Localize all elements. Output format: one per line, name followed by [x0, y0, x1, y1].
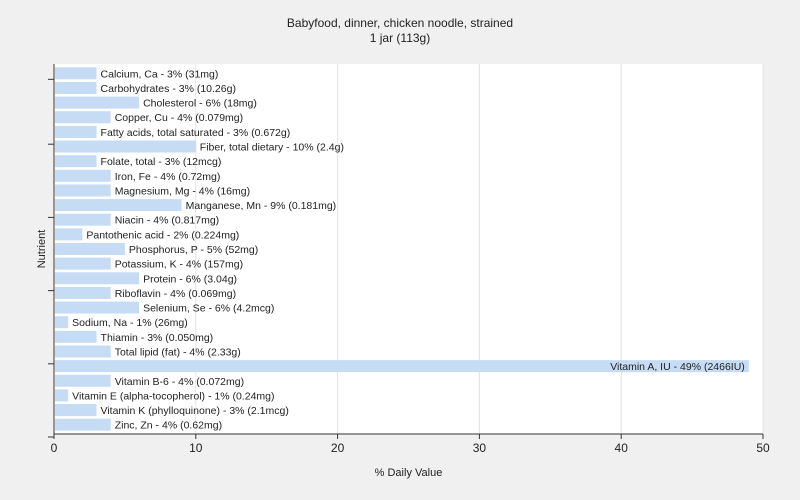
bar: [55, 316, 69, 329]
bar-label: Cholesterol - 6% (18mg): [143, 98, 257, 110]
bar: [55, 345, 111, 358]
bar-label: Sodium, Na - 1% (26mg): [72, 317, 188, 329]
bar: [55, 169, 111, 182]
bar: [55, 257, 111, 270]
bar-label: Fiber, total dietary - 10% (2.4g): [200, 142, 344, 154]
chart-title-block: Babyfood, dinner, chicken noodle, strain…: [0, 16, 800, 46]
bar: [55, 140, 196, 153]
bar-label: Manganese, Mn - 9% (0.181mg): [186, 200, 337, 212]
bar: [55, 184, 111, 197]
x-axis-label: % Daily Value: [375, 467, 443, 479]
bar: [55, 418, 111, 431]
bar: [55, 243, 125, 255]
x-tick-label: 10: [189, 441, 203, 455]
bar-label: Phosphorus, P - 5% (52mg): [129, 244, 258, 256]
bar-label: Copper, Cu - 4% (0.079mg): [115, 112, 243, 124]
bar: [55, 286, 111, 299]
chart-subtitle: 1 jar (113g): [369, 31, 431, 45]
bar-label: Vitamin A, IU - 49% (2466IU): [610, 361, 745, 373]
bar: [55, 213, 111, 226]
bar: [55, 301, 140, 314]
bar: [55, 96, 140, 109]
bar: [55, 330, 97, 343]
bar-label: Pantothenic acid - 2% (0.224mg): [86, 229, 239, 241]
bar: [55, 404, 97, 417]
bar-label: Selenium, Se - 6% (4.2mcg): [143, 303, 274, 315]
x-tick-label: 20: [331, 441, 345, 455]
bar-label: Carbohydrates - 3% (10.26g): [101, 83, 236, 95]
bar-label: Niacin - 4% (0.817mg): [115, 215, 219, 227]
bar-label: Vitamin B-6 - 4% (0.072mg): [115, 376, 244, 388]
bar: [55, 272, 140, 285]
bar-label: Calcium, Ca - 3% (31mg): [101, 68, 219, 80]
plot-area: [54, 64, 763, 434]
bar-label: Protein - 6% (3.04g): [143, 273, 237, 285]
bar-label: Fatty acids, total saturated - 3% (0.672…: [101, 127, 291, 139]
bar: [55, 199, 182, 212]
bar-label: Total lipid (fat) - 4% (2.33g): [115, 346, 241, 358]
x-tick-label: 30: [473, 441, 487, 455]
x-tick-label: 40: [615, 441, 629, 455]
bar: [55, 389, 69, 402]
bar-label: Potassium, K - 4% (157mg): [115, 259, 243, 271]
x-tick-label: 50: [756, 441, 770, 455]
bar-label: Thiamin - 3% (0.050mg): [101, 332, 214, 344]
bar: [55, 125, 97, 138]
bar: [55, 374, 111, 387]
chart-title: Babyfood, dinner, chicken noodle, strain…: [286, 16, 514, 30]
bar-label: Vitamin K (phylloquinone) - 3% (2.1mcg): [101, 405, 289, 417]
bar: [55, 228, 83, 241]
bar-label: Vitamin E (alpha-tocopherol) - 1% (0.24m…: [72, 390, 274, 402]
bar: [55, 81, 97, 94]
bar-label: Folate, total - 3% (12mcg): [101, 156, 222, 168]
y-axis-label: Nutrient: [36, 230, 48, 269]
x-tick-label: 0: [51, 441, 58, 455]
bar: [55, 111, 111, 124]
bar-label: Riboflavin - 4% (0.069mg): [115, 288, 236, 300]
bar-label: Zinc, Zn - 4% (0.62mg): [115, 420, 222, 432]
bar-label: Magnesium, Mg - 4% (16mg): [115, 185, 250, 197]
bar-label: Iron, Fe - 4% (0.72mg): [115, 171, 221, 183]
bar: [55, 67, 97, 80]
bar: [55, 360, 749, 373]
bar: [55, 155, 97, 168]
